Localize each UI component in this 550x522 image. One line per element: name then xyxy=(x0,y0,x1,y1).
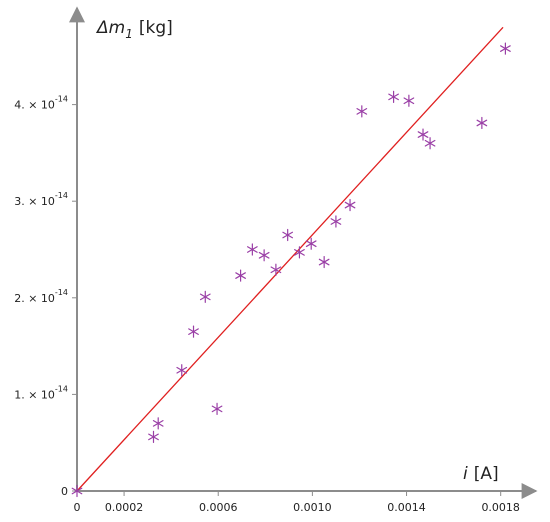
data-point xyxy=(476,116,488,130)
fit-line xyxy=(76,26,504,492)
data-point xyxy=(282,228,294,242)
y-tick-exponent: -14 xyxy=(55,95,68,104)
axes xyxy=(69,6,538,499)
y-tick-mantissa: 0 xyxy=(61,485,68,498)
y-tick-exponent: -14 xyxy=(55,191,68,200)
y-tick-label: 3. × 10-14 xyxy=(14,191,68,208)
data-point xyxy=(176,364,188,377)
data-point xyxy=(71,484,83,498)
data-point xyxy=(294,246,305,259)
data-point xyxy=(344,198,356,212)
y-axis-subscript: 1 xyxy=(125,27,133,41)
data-point xyxy=(235,269,246,282)
x-tick-label: 0 xyxy=(74,501,81,514)
data-point xyxy=(148,430,159,444)
data-point xyxy=(199,290,211,303)
data-point xyxy=(258,249,270,262)
y-axis-title: Δm1 [kg] xyxy=(95,18,173,41)
x-ticks: 0 0.0002 0.0006 0.0010 0.0014 0.0018 xyxy=(74,491,520,514)
y-tick-mantissa: 4. × 10 xyxy=(14,99,55,112)
x-tick-label: 0.0006 xyxy=(199,501,238,514)
data-point xyxy=(424,137,436,150)
data-points xyxy=(71,42,511,498)
x-tick-label: 0.0010 xyxy=(293,501,332,514)
data-point xyxy=(388,90,399,103)
y-tick-mantissa: 2. × 10 xyxy=(14,292,55,305)
data-point xyxy=(403,94,415,107)
data-point xyxy=(211,402,223,415)
y-tick-label: 2. × 10-14 xyxy=(14,288,68,305)
y-tick-label: 1. × 10-14 xyxy=(14,384,68,401)
y-tick-exponent: -14 xyxy=(55,288,68,297)
data-point xyxy=(188,325,199,338)
data-point xyxy=(152,417,164,430)
data-point xyxy=(246,243,258,256)
data-point xyxy=(500,42,511,55)
y-tick-mantissa: 3. × 10 xyxy=(14,195,55,208)
data-point xyxy=(270,263,282,276)
data-point xyxy=(356,105,368,118)
y-ticks: 01. × 10-142. × 10-143. × 10-144. × 10-1… xyxy=(14,95,77,498)
y-tick-mantissa: 1. × 10 xyxy=(14,388,55,401)
fit-lines xyxy=(76,26,504,492)
y-tick-label: 0 xyxy=(61,485,68,498)
y-tick-exponent: -14 xyxy=(55,384,68,393)
y-axis-unit: [kg] xyxy=(139,18,173,38)
x-axis-title: i [A] xyxy=(463,464,499,484)
data-point xyxy=(417,128,429,141)
x-tick-label: 0.0014 xyxy=(387,501,426,514)
data-point xyxy=(305,237,317,250)
data-point xyxy=(330,215,342,228)
x-axis-unit: [A] xyxy=(474,464,499,484)
data-point xyxy=(318,255,330,269)
x-axis-symbol: i xyxy=(463,464,468,484)
y-axis-symbol: Δm xyxy=(95,18,125,38)
x-tick-label: 0.0018 xyxy=(481,501,520,514)
y-tick-label: 4. × 10-14 xyxy=(14,95,68,112)
x-tick-label: 0.0002 xyxy=(105,501,144,514)
